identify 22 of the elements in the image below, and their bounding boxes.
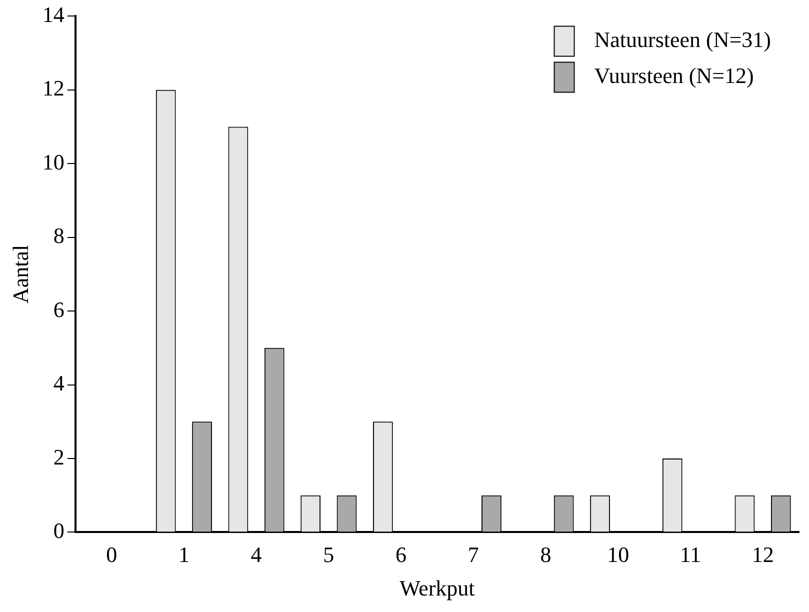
- y-tick-label: 14: [42, 2, 64, 27]
- x-tick-label: 0: [106, 542, 118, 568]
- x-tick-label: 7: [468, 542, 479, 568]
- x-tick-label: 8: [540, 542, 552, 568]
- x-tick-label: 10: [607, 542, 630, 568]
- y-tick-label: 12: [42, 76, 64, 101]
- legend-label: Natuursteen (N=31): [594, 26, 772, 52]
- y-tick-label: 2: [53, 444, 64, 470]
- y-axis-title: Aantal: [8, 244, 33, 304]
- x-axis-title: Werkput: [400, 576, 475, 601]
- y-tick-label: 8: [53, 223, 64, 248]
- y-tick-label: 0: [53, 518, 64, 543]
- legend-label: Vuursteen (N=12): [594, 62, 754, 88]
- x-tick-label: 4: [250, 542, 262, 568]
- y-tick-label: 10: [42, 149, 64, 174]
- x-tick-label: 1: [178, 542, 190, 568]
- x-tick-label: 11: [680, 542, 702, 568]
- y-tick-label: 6: [53, 296, 64, 322]
- x-tick-label: 12: [752, 542, 774, 568]
- x-tick-label: 5: [323, 542, 334, 568]
- x-tick-label: 6: [396, 542, 407, 568]
- y-tick-label: 4: [53, 370, 64, 396]
